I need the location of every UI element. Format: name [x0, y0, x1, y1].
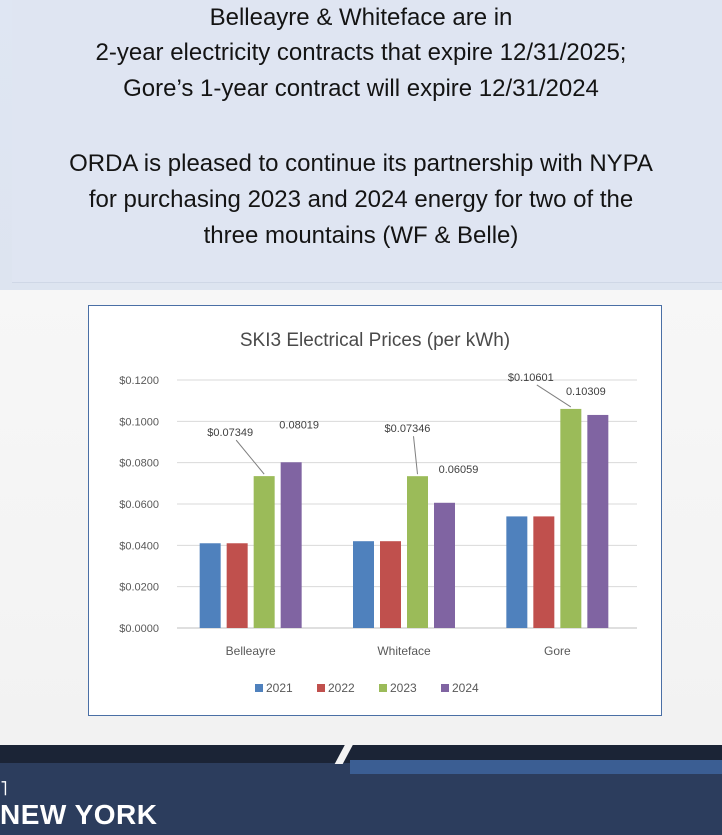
- bar: [434, 502, 455, 628]
- bar: [226, 543, 248, 628]
- bar: [407, 476, 428, 628]
- bar-chart: SKI3 Electrical Prices (per kWh) $0.0000…: [119, 330, 637, 695]
- annotation-leader-line: [536, 384, 572, 408]
- y-tick-label: $0.1200: [119, 375, 159, 387]
- bar: [533, 516, 555, 628]
- bar: [199, 543, 221, 628]
- y-tick-label: $0.0000: [119, 623, 159, 635]
- legend-label: 2023: [390, 681, 417, 695]
- data-label: 0.10309: [566, 386, 606, 398]
- header-line-2: 2-year electricity contracts that expire…: [95, 39, 627, 66]
- footer-logo-mark: ˥: [0, 778, 8, 800]
- y-tick-label: $0.1000: [119, 416, 159, 428]
- bar: [506, 516, 528, 628]
- legend-swatch: [441, 684, 449, 692]
- header-line-3: Gore’s 1-year contract will expire 12/31…: [123, 75, 599, 102]
- footer-text: NEW YORK: [0, 799, 158, 830]
- bar: [253, 476, 275, 628]
- bar: [280, 462, 302, 628]
- header-line-1: Belleayre & Whiteface are in: [209, 4, 513, 31]
- x-tick-label: Gore: [544, 644, 571, 658]
- bar: [353, 541, 374, 628]
- header-line-5: for purchasing 2023 and 2024 energy for …: [88, 186, 634, 213]
- x-tick-label: Whiteface: [377, 644, 431, 658]
- y-tick-label: $0.0200: [119, 582, 159, 594]
- legend-swatch: [317, 684, 325, 692]
- bar: [587, 414, 609, 628]
- x-axis: Belleayre Whiteface Gore: [226, 644, 571, 658]
- legend-label: 2022: [328, 681, 355, 695]
- data-label: $0.10601: [508, 372, 554, 384]
- footer-stripe: [0, 745, 722, 763]
- header-line-6: three mountains (WF & Belle): [203, 222, 519, 249]
- legend-swatch: [255, 684, 263, 692]
- y-tick-label: $0.0800: [119, 458, 159, 470]
- legend-label: 2024: [452, 681, 479, 695]
- annotations: $0.07349 0.08019 $0.07346 0.06059 $0.10601 0.…: [207, 372, 605, 476]
- y-axis: $0.0000 $0.0200 $0.0400 $0.0600 $0.0800 $0.10…: [119, 375, 159, 635]
- x-tick-label: Belleayre: [226, 644, 276, 658]
- bars: [199, 408, 609, 628]
- annotation-leader-line: [235, 439, 265, 475]
- chart-frame: SKI3 Electrical Prices (per kWh) $0.0000…: [88, 305, 662, 716]
- y-tick-label: $0.0600: [119, 499, 159, 511]
- header-box: [12, 0, 722, 283]
- data-label: $0.07349: [207, 427, 253, 439]
- y-tick-label: $0.0400: [119, 540, 159, 552]
- annotation-leader-line: [413, 436, 418, 475]
- bar: [560, 408, 582, 628]
- legend-label: 2021: [266, 681, 293, 695]
- data-label: 0.08019: [279, 419, 319, 431]
- chart-title: SKI3 Electrical Prices (per kWh): [240, 330, 510, 351]
- header-line-4: ORDA is pleased to continue its partners…: [69, 150, 653, 177]
- legend-swatch: [379, 684, 387, 692]
- data-label: 0.06059: [439, 464, 479, 476]
- data-label: $0.07346: [385, 423, 431, 435]
- bar: [380, 541, 401, 628]
- footer-accent-band: [350, 760, 722, 774]
- legend: 2021 2022 2023 2024: [255, 681, 479, 695]
